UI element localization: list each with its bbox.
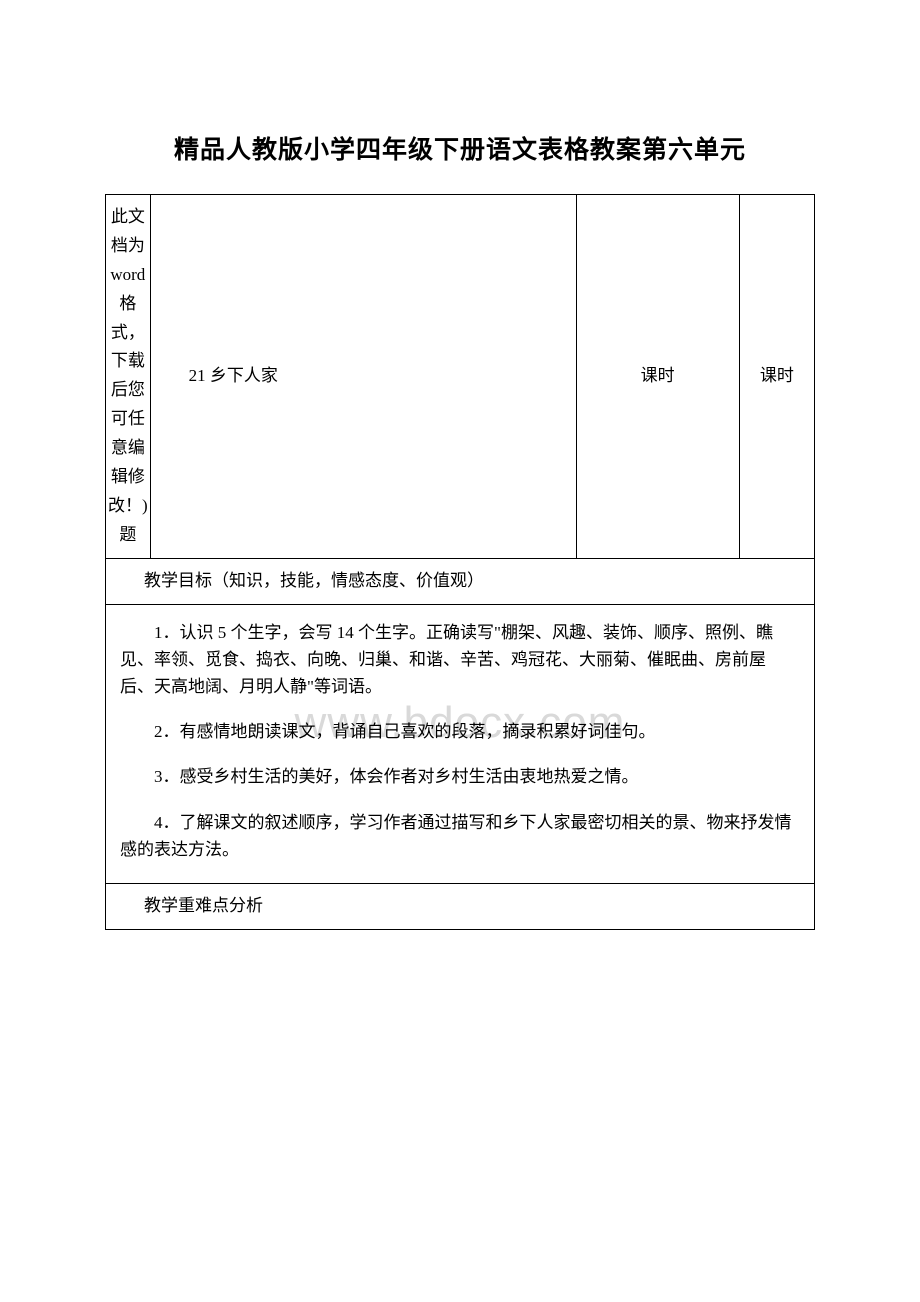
cell-lesson-title: 21 乡下人家: [150, 195, 576, 559]
table-row-objectives: 1．认识 5 个生字，会写 14 个生字。正确读写"棚架、风趣、装饰、顺序、照例…: [106, 604, 815, 883]
lesson-plan-table: 此文档为word格式，下载后您可任意编辑修改！) 题 21 乡下人家 课时 课时…: [105, 194, 815, 930]
cell-objectives-content: 1．认识 5 个生字，会写 14 个生字。正确读写"棚架、风趣、装饰、顺序、照例…: [106, 604, 815, 883]
cell-side-note: 此文档为word格式，下载后您可任意编辑修改！) 题: [106, 195, 151, 559]
page-container: 精品人教版小学四年级下册语文表格教案第六单元 此文档为word格式，下载后您可任…: [0, 0, 920, 930]
objective-item: 2．有感情地朗读课文，背诵自己喜欢的段落，摘录积累好词佳句。: [120, 718, 798, 745]
cell-objectives-header: 教学目标（知识，技能，情感态度、价值观）: [106, 558, 815, 604]
table-row-objectives-header: 教学目标（知识，技能，情感态度、价值观）: [106, 558, 815, 604]
objective-item: 1．认识 5 个生字，会写 14 个生字。正确读写"棚架、风趣、装饰、顺序、照例…: [120, 619, 798, 701]
cell-class-hour-value: 课时: [739, 195, 814, 559]
cell-class-hour-label: 课时: [576, 195, 739, 559]
document-title: 精品人教版小学四年级下册语文表格教案第六单元: [105, 130, 815, 166]
objective-item: 4．了解课文的叙述顺序，学习作者通过描写和乡下人家最密切相关的景、物来抒发情感的…: [120, 809, 798, 863]
cell-difficulty-header: 教学重难点分析: [106, 883, 815, 929]
table-row-header: 此文档为word格式，下载后您可任意编辑修改！) 题 21 乡下人家 课时 课时: [106, 195, 815, 559]
objective-item: 3．感受乡村生活的美好，体会作者对乡村生活由衷地热爱之情。: [120, 763, 798, 790]
table-row-difficulty-header: 教学重难点分析: [106, 883, 815, 929]
